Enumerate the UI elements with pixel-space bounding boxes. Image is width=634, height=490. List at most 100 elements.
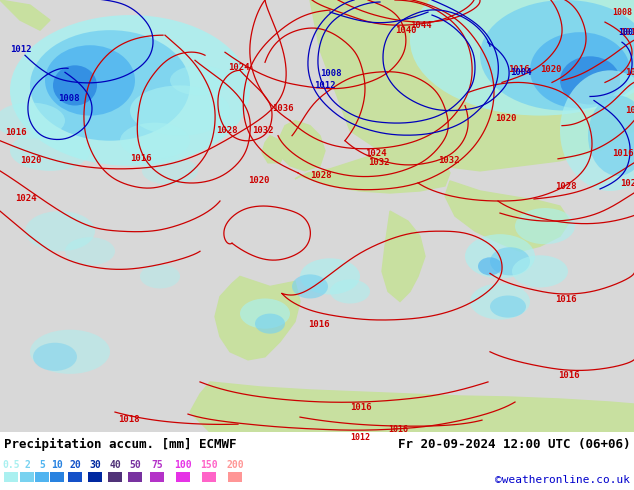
FancyBboxPatch shape xyxy=(68,472,82,482)
FancyBboxPatch shape xyxy=(20,472,34,482)
Ellipse shape xyxy=(588,96,634,176)
Text: 1024: 1024 xyxy=(15,194,37,203)
Polygon shape xyxy=(278,121,325,171)
Ellipse shape xyxy=(410,0,634,116)
Text: 5: 5 xyxy=(39,460,45,470)
FancyBboxPatch shape xyxy=(108,472,122,482)
Text: 1016: 1016 xyxy=(612,149,633,158)
Ellipse shape xyxy=(142,157,198,185)
Text: Fr 20-09-2024 12:00 UTC (06+06): Fr 20-09-2024 12:00 UTC (06+06) xyxy=(398,438,630,451)
Text: 40: 40 xyxy=(109,460,121,470)
Ellipse shape xyxy=(240,298,290,329)
Text: 1032: 1032 xyxy=(368,158,389,167)
Ellipse shape xyxy=(30,30,190,141)
Ellipse shape xyxy=(255,314,285,334)
Text: 1008: 1008 xyxy=(58,94,79,102)
Ellipse shape xyxy=(65,237,115,266)
Text: 1024: 1024 xyxy=(620,179,634,188)
Text: 1024: 1024 xyxy=(228,63,250,73)
Text: 1016: 1016 xyxy=(130,154,152,163)
Text: 1008: 1008 xyxy=(320,70,342,78)
Text: 1012: 1012 xyxy=(10,45,32,54)
Text: 1016: 1016 xyxy=(5,128,27,137)
Ellipse shape xyxy=(560,71,634,191)
Text: 1012: 1012 xyxy=(314,81,335,91)
FancyBboxPatch shape xyxy=(4,472,18,482)
Text: Precipitation accum. [mm] ECMWF: Precipitation accum. [mm] ECMWF xyxy=(4,438,236,451)
Polygon shape xyxy=(355,0,460,45)
Ellipse shape xyxy=(515,208,575,244)
Ellipse shape xyxy=(0,102,65,139)
Polygon shape xyxy=(215,276,300,360)
Polygon shape xyxy=(310,0,634,171)
Text: 1016: 1016 xyxy=(555,294,576,303)
Ellipse shape xyxy=(490,247,530,275)
Text: 1008: 1008 xyxy=(612,8,632,17)
Ellipse shape xyxy=(10,131,90,171)
Ellipse shape xyxy=(25,211,95,251)
Text: 0.5: 0.5 xyxy=(2,460,20,470)
Text: 10: 10 xyxy=(51,460,63,470)
Ellipse shape xyxy=(53,65,97,105)
Ellipse shape xyxy=(130,85,230,136)
Polygon shape xyxy=(295,146,450,193)
Text: 1028: 1028 xyxy=(310,171,332,180)
Text: 1020: 1020 xyxy=(20,156,41,165)
Text: 1020: 1020 xyxy=(248,176,269,185)
Text: 200: 200 xyxy=(226,460,244,470)
Text: 100: 100 xyxy=(174,460,192,470)
FancyBboxPatch shape xyxy=(202,472,216,482)
Ellipse shape xyxy=(120,122,190,159)
Text: 1020: 1020 xyxy=(495,114,517,122)
Text: 1016: 1016 xyxy=(625,105,634,115)
Text: 2: 2 xyxy=(24,460,30,470)
FancyBboxPatch shape xyxy=(128,472,142,482)
Text: 1016: 1016 xyxy=(508,65,529,74)
FancyBboxPatch shape xyxy=(50,472,64,482)
Ellipse shape xyxy=(530,32,630,109)
FancyBboxPatch shape xyxy=(35,472,49,482)
Text: 1016: 1016 xyxy=(558,371,579,380)
Ellipse shape xyxy=(292,274,328,298)
Text: 150: 150 xyxy=(200,460,218,470)
Ellipse shape xyxy=(33,343,77,371)
Ellipse shape xyxy=(140,264,180,289)
Text: 1032: 1032 xyxy=(438,156,460,165)
Text: 1008: 1008 xyxy=(618,28,634,37)
Text: 20: 20 xyxy=(69,460,81,470)
Text: 1004: 1004 xyxy=(510,69,531,77)
Text: 1040: 1040 xyxy=(395,26,417,35)
Ellipse shape xyxy=(30,330,110,374)
Ellipse shape xyxy=(560,56,620,104)
Ellipse shape xyxy=(490,295,526,318)
Polygon shape xyxy=(445,181,570,251)
Text: 1016: 1016 xyxy=(388,425,408,434)
Ellipse shape xyxy=(512,255,568,288)
Text: 50: 50 xyxy=(129,460,141,470)
Text: 30: 30 xyxy=(89,460,101,470)
Ellipse shape xyxy=(465,234,535,278)
Text: 1016: 1016 xyxy=(308,319,330,329)
FancyBboxPatch shape xyxy=(150,472,164,482)
Ellipse shape xyxy=(330,279,370,303)
Text: ©weatheronline.co.uk: ©weatheronline.co.uk xyxy=(495,475,630,485)
Polygon shape xyxy=(262,136,285,163)
Text: 1028: 1028 xyxy=(216,125,238,135)
Text: 1044: 1044 xyxy=(410,21,432,30)
Polygon shape xyxy=(382,211,425,301)
Text: 75: 75 xyxy=(151,460,163,470)
Ellipse shape xyxy=(45,45,135,116)
Text: 1012: 1012 xyxy=(625,69,634,77)
Ellipse shape xyxy=(10,15,250,166)
Text: 1028: 1028 xyxy=(555,182,576,191)
Ellipse shape xyxy=(170,65,230,96)
Ellipse shape xyxy=(470,283,530,319)
Ellipse shape xyxy=(480,0,634,111)
FancyBboxPatch shape xyxy=(88,472,102,482)
Text: 1024: 1024 xyxy=(365,149,387,158)
FancyBboxPatch shape xyxy=(228,472,242,482)
Text: 1012: 1012 xyxy=(350,433,370,442)
Text: 1018: 1018 xyxy=(118,415,139,424)
Text: 1012: 1012 xyxy=(620,28,634,37)
Ellipse shape xyxy=(300,258,360,294)
